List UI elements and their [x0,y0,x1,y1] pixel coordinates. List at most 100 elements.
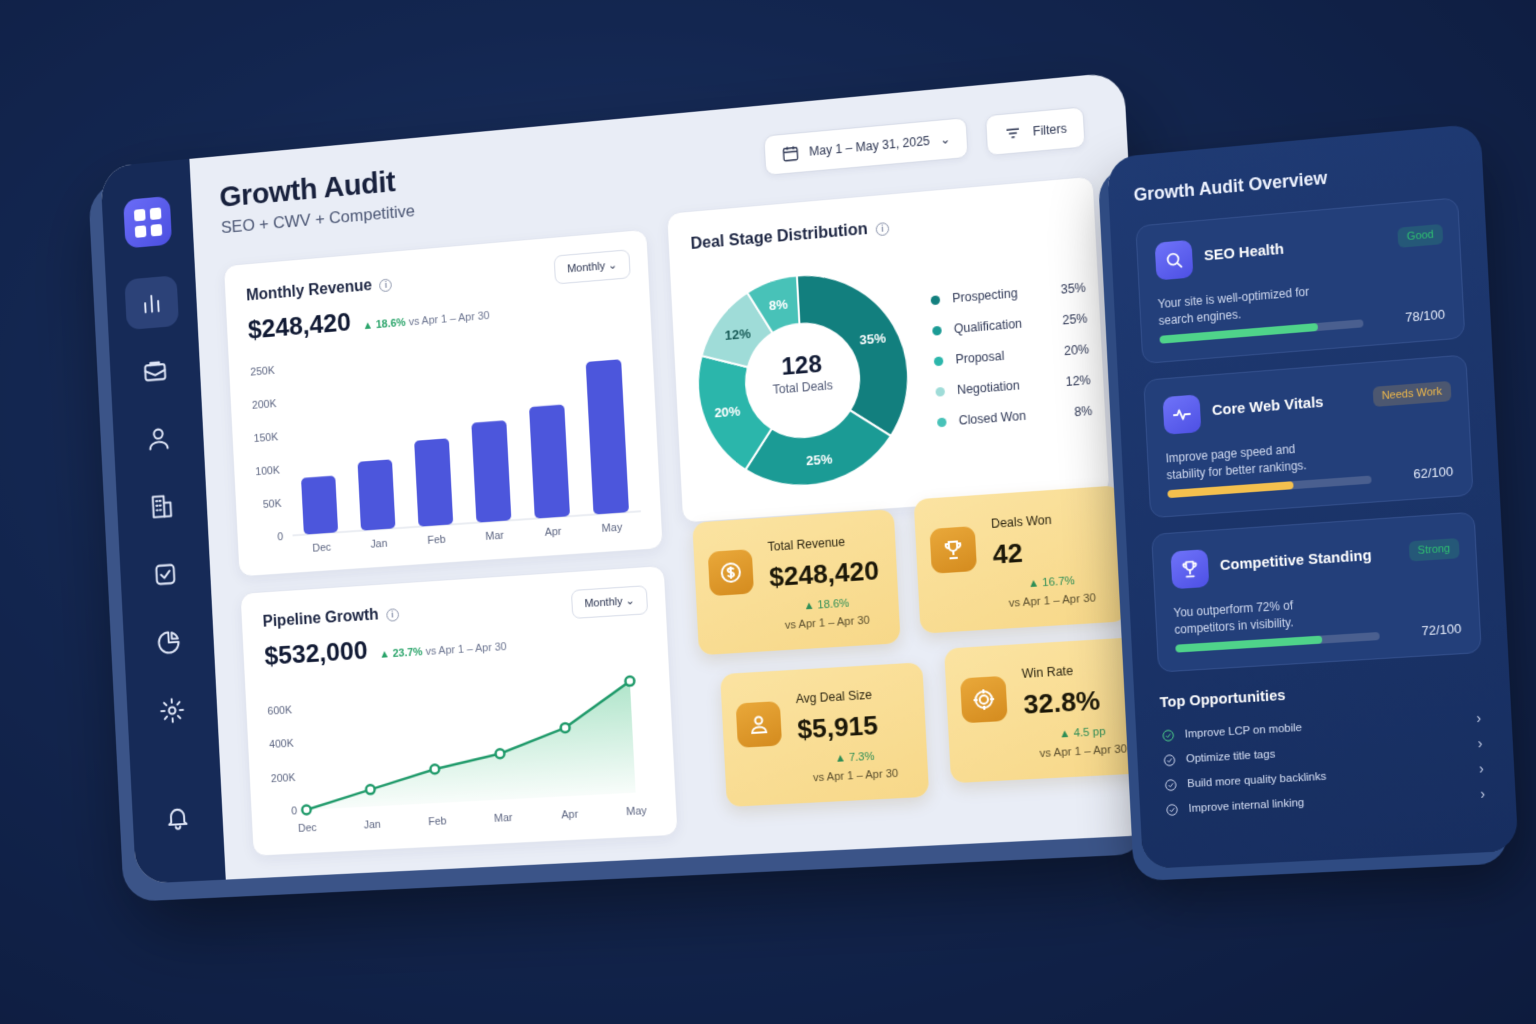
info-icon[interactable]: i [379,278,392,292]
legend-swatch [934,356,944,366]
monthly-revenue-delta: ▲ 18.6% [362,317,406,332]
monthly-revenue-value: $248,420 [247,307,351,346]
growth-audit-overview-panel: Growth Audit Overview SEO Health Good Yo… [1107,123,1519,869]
sidebar-item-settings[interactable] [145,684,200,738]
bar-apr[interactable] [529,404,570,518]
briefcase-icon [141,356,168,385]
y-tick-label: 150K [254,431,280,445]
filters-button[interactable]: Filters [985,106,1085,156]
pipeline-growth-vs: vs Apr 1 – Apr 30 [425,641,507,658]
filters-label: Filters [1033,121,1068,138]
x-tick-label: Mar [494,812,513,825]
kpi-value: 42 [992,537,1024,571]
chevron-down-icon: ⌄ [625,595,635,608]
y-tick-label: 0 [291,805,297,817]
kpi-vs: vs Apr 1 – Apr 30 [772,614,884,633]
opportunity-label: Optimize title tags [1186,748,1276,765]
gear-icon [158,696,185,725]
legend-swatch [931,295,941,305]
bar-feb[interactable] [414,438,453,526]
pipeline-period-dropdown[interactable]: Monthly ⌄ [571,585,648,619]
point-may[interactable] [625,676,634,686]
revenue-period-value: Monthly [567,260,605,275]
check-circle-icon [1161,728,1175,743]
slice-label: 25% [806,451,833,468]
sidebar-item-contacts[interactable] [131,411,186,465]
sidebar-item-analytics[interactable] [124,275,179,330]
pipeline-growth-delta: ▲ 23.7% [379,646,423,661]
chevron-down-icon: ⌄ [608,259,618,272]
filter-icon [1003,123,1023,143]
bar-dec[interactable] [301,476,338,535]
x-tick-label: Feb [427,534,446,547]
pulse-icon-badge [1163,394,1202,434]
app-logo[interactable] [123,196,172,249]
sidebar-item-reports[interactable] [141,616,196,670]
sidebar-item-companies[interactable] [135,479,190,533]
pipeline-growth-value: $532,000 [264,635,369,672]
check-circle-icon [1162,753,1176,768]
deal-stage-title: Deal Stage Distribution [690,221,868,254]
overview-card-seo-health[interactable]: SEO Health Good Your site is well-optimi… [1135,197,1465,364]
trophy-icon [1179,558,1201,581]
point-jan[interactable] [366,785,375,794]
monthly-revenue-card: Monthly Revenue i $248,420 ▲ 18.6% vs Apr… [223,229,664,578]
slice-label: 12% [724,326,751,343]
kpi-win-rate[interactable]: Win Rate 32.8% ▲ 4.5 pp vs Apr 1 – Apr 3… [944,636,1159,783]
info-icon[interactable]: i [386,608,399,622]
pulse-icon [1171,403,1193,426]
kpi-avg-deal-size[interactable]: Avg Deal Size $5,915 ▲ 7.3% vs Apr 1 – A… [720,662,929,807]
legend-swatch [937,417,947,427]
x-tick-label: Mar [485,530,504,543]
opportunity-label: Build more quality backlinks [1187,770,1327,789]
overview-card-description: You outperform 72% of competitors in vis… [1173,594,1341,638]
overview-card-competitive-standing[interactable]: Competitive Standing Strong You outperfo… [1151,512,1482,673]
point-feb[interactable] [430,764,439,773]
kpi-vs: vs Apr 1 – Apr 30 [800,767,912,785]
legend-label: Prospecting [952,282,1061,305]
opportunity-label: Improve internal linking [1188,797,1304,815]
sidebar-item-tasks[interactable] [138,547,193,601]
pipeline-growth-card: Pipeline Growth i $532,000 ▲ 23.7% vs Apr… [240,565,679,857]
x-tick-label: Dec [298,822,318,835]
status-badge: Needs Work [1372,381,1451,407]
kpi-total-revenue[interactable]: Total Revenue $248,420 ▲ 18.6% vs Apr 1 … [692,509,900,655]
y-tick-label: 400K [269,738,295,751]
pipeline-area [301,681,636,810]
point-dec[interactable] [302,805,311,814]
score-progress-fill [1175,636,1322,653]
kpi-deals-won[interactable]: Deals Won 42 ▲ 16.7% vs Apr 1 – Apr 30 [914,485,1128,634]
bar-jan[interactable] [358,459,396,530]
dollar-icon [718,560,743,586]
bar-may[interactable] [586,359,629,514]
revenue-period-dropdown[interactable]: Monthly ⌄ [554,249,631,284]
point-mar[interactable] [495,749,504,758]
overview-card-title: Core Web Vitals [1212,394,1324,419]
x-tick-label: Dec [312,541,332,554]
user-icon [746,712,771,738]
deal-stage-card: Deal Stage Distribution i 35% 25% 20% 12% 8% … [666,176,1110,524]
x-tick-label: Apr [544,526,562,539]
legend-label: Negotiation [957,375,1066,397]
monthly-revenue-vs: vs Apr 1 – Apr 30 [408,310,490,328]
legend-value: 20% [1064,342,1090,358]
overview-card-core-web-vitals[interactable]: Core Web Vitals Needs Work Improve page … [1143,354,1473,518]
legend-value: 12% [1065,373,1091,389]
dashboard-window: Growth Audit SEO + CWV + Competitive May… [100,72,1164,884]
monthly-revenue-chart: 0 50K 100K 150K 200K 250K Dec Jan Feb Mar Apr May [238,330,654,568]
top-opportunities-title: Top Opportunities [1159,675,1484,711]
y-tick-label: 200K [271,772,297,785]
chevron-right-icon: › [1477,734,1483,750]
notifications-button[interactable] [150,791,205,844]
sidebar-item-inbox[interactable] [128,343,183,398]
score-progress-fill [1167,481,1293,498]
kpi-label: Avg Deal Size [795,688,872,707]
score-value: 78/100 [1405,307,1446,325]
y-tick-label: 250K [250,365,276,379]
y-tick-label: 50K [263,498,283,511]
pipeline-growth-chart: 0200K400K600KDec Jan Feb Mar Apr May [255,659,670,850]
point-apr[interactable] [561,723,570,732]
opportunities-list: Improve LCP on mobile › Optimize title t… [1161,704,1490,822]
info-icon[interactable]: i [875,221,889,235]
bar-mar[interactable] [471,420,511,522]
